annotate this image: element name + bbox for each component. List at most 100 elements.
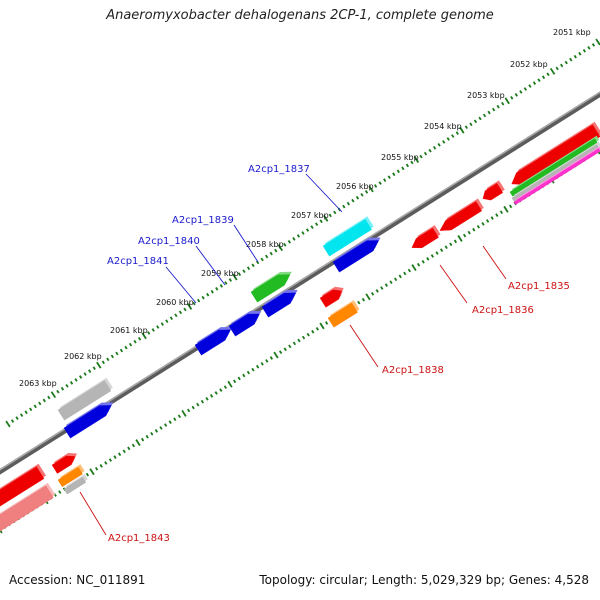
tick-mark	[124, 345, 128, 350]
tick-mark	[405, 163, 410, 168]
gene-arrow	[319, 289, 342, 308]
tick-mark	[392, 172, 396, 177]
tick-mark	[411, 264, 417, 272]
kbp-label: 2054 kbp	[424, 122, 462, 131]
tick-mark	[58, 490, 62, 494]
tick-mark	[232, 379, 237, 384]
tick-mark	[587, 46, 591, 50]
tick-mark	[115, 351, 119, 356]
tick-mark	[122, 449, 126, 454]
kbp-label: 2051 kbp	[553, 28, 591, 37]
tick-mark	[446, 137, 450, 141]
genome-summary-text: Topology: circular; Length: 5,029,329 bp…	[259, 573, 589, 587]
tick-mark	[319, 322, 325, 330]
tick-mark	[168, 420, 172, 424]
tick-mark	[396, 169, 400, 174]
tick-mark	[482, 113, 487, 118]
gene-label: A2cp1_1839	[172, 215, 234, 226]
tick-mark	[69, 381, 74, 385]
callout-line	[305, 173, 343, 213]
tick-mark	[181, 409, 187, 417]
tick-mark	[147, 331, 151, 335]
tick-mark	[156, 325, 160, 329]
callout-line	[165, 266, 197, 304]
tick-mark	[328, 213, 332, 218]
tick-mark	[273, 351, 279, 359]
tick-mark	[314, 222, 319, 227]
tick-mark	[200, 399, 205, 404]
tick-mark	[255, 260, 260, 265]
tick-mark	[292, 237, 296, 241]
gene-arrow	[51, 455, 76, 474]
kbp-label: 2053 kbp	[467, 91, 505, 100]
tick-mark	[74, 378, 78, 382]
tick-mark	[378, 181, 382, 185]
tick-mark	[467, 230, 471, 235]
tick-mark	[214, 391, 218, 395]
tick-mark	[514, 93, 518, 97]
kbp-label: 2060 kbp	[156, 298, 194, 307]
tick-mark	[127, 446, 131, 451]
tick-mark	[83, 372, 87, 376]
kbp-label: 2058 kbp	[246, 240, 284, 249]
gene-arrow	[327, 302, 358, 328]
tick-mark	[407, 268, 412, 273]
tick-mark	[288, 344, 292, 349]
tick-mark	[503, 205, 509, 213]
tick-mark	[564, 60, 568, 65]
tick-mark	[496, 104, 500, 109]
tick-mark	[413, 156, 420, 163]
tick-mark	[186, 303, 193, 310]
tick-mark	[595, 38, 600, 46]
tick-mark	[85, 472, 90, 477]
tick-mark	[0, 528, 3, 534]
tick-mark	[196, 298, 201, 303]
gene-arrow	[228, 313, 260, 337]
tick-mark	[560, 63, 564, 68]
gene-arrow	[0, 485, 54, 532]
tick-mark	[5, 420, 11, 428]
tick-mark	[210, 289, 214, 294]
kbp-label: 2057 kbp	[291, 211, 329, 220]
tick-mark	[364, 190, 369, 194]
tick-mark	[451, 134, 455, 138]
tick-mark	[398, 274, 402, 279]
tick-mark	[255, 364, 260, 369]
tick-mark	[224, 281, 228, 285]
tick-mark	[223, 385, 228, 389]
tick-mark	[375, 289, 379, 293]
callout-line	[439, 264, 468, 304]
tick-mark	[582, 48, 587, 53]
tick-mark	[591, 43, 596, 47]
tick-mark	[78, 375, 83, 379]
tick-mark	[384, 283, 389, 287]
tick-mark	[346, 201, 351, 206]
tick-mark	[151, 328, 155, 332]
tick-mark	[140, 437, 145, 442]
tick-mark	[24, 410, 28, 415]
tick-mark	[117, 452, 122, 457]
gene-label: A2cp1_1841	[107, 256, 169, 267]
tick-mark	[242, 269, 246, 274]
tick-mark	[19, 413, 24, 418]
tick-mark	[437, 143, 441, 147]
tick-mark	[481, 222, 485, 226]
tick-mark	[426, 257, 430, 261]
tick-mark	[421, 259, 425, 264]
tick-mark	[47, 395, 51, 400]
tick-mark	[578, 51, 582, 56]
tick-mark	[232, 273, 238, 281]
kbp-label: 2055 kbp	[381, 153, 419, 162]
tick-mark	[251, 367, 255, 372]
tick-mark	[297, 338, 301, 343]
tick-mark	[94, 466, 99, 471]
tick-mark	[355, 195, 360, 200]
tick-mark	[491, 107, 496, 112]
tick-mark	[419, 154, 423, 159]
tick-mark	[60, 386, 65, 391]
tick-mark	[361, 297, 366, 302]
tick-mark	[423, 151, 428, 156]
tick-mark	[435, 251, 439, 255]
gene-arrow	[439, 201, 483, 231]
tick-mark	[368, 185, 374, 193]
